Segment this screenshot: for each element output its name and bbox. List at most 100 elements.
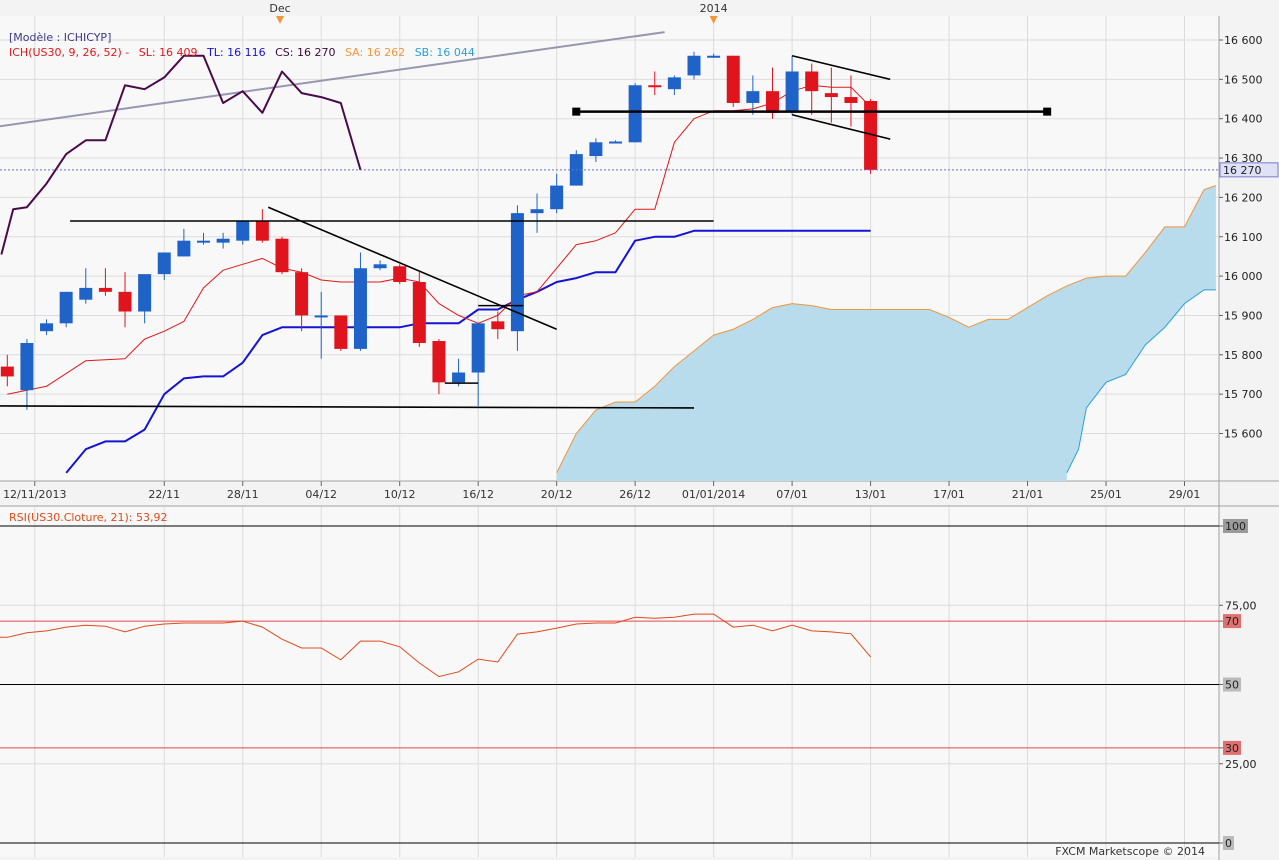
candle-body — [412, 282, 426, 343]
ichimoku-legend: ICH(US30, 9, 26, 52) - SL: 16 409 TL: 16… — [9, 46, 475, 59]
candle-body — [197, 240, 210, 243]
date-tick-label: 25/01 — [1090, 488, 1122, 501]
current-price-label: 16 270 — [1223, 164, 1262, 177]
rsi-tick-label: 70 — [1225, 615, 1239, 628]
candle — [550, 173, 564, 214]
candle — [510, 205, 524, 351]
candle-body — [491, 321, 505, 330]
date-tick-label: 04/12 — [305, 488, 337, 501]
date-tick-label: 07/01 — [776, 488, 808, 501]
candle-body — [609, 141, 623, 144]
price-tick-label: 15 800 — [1224, 349, 1263, 362]
candle-body — [40, 323, 54, 332]
rsi-title: RSI(US30.Cloture, 21): 53,92 — [9, 511, 167, 524]
rsi-tick-label: 50 — [1225, 679, 1239, 692]
candle-body — [746, 91, 760, 103]
candle-body — [334, 315, 348, 349]
legend-sb: SB: 16 044 — [415, 46, 475, 59]
candle-body — [864, 100, 878, 170]
period-marker-label: Dec — [269, 2, 290, 15]
candle — [805, 63, 819, 115]
candle — [79, 268, 93, 304]
candle-body — [432, 341, 446, 383]
candle-body — [844, 97, 858, 103]
candle-body — [79, 287, 93, 300]
candle — [432, 339, 446, 395]
candle — [412, 272, 426, 347]
period-marker-arrow — [276, 16, 285, 24]
senkou-span-a-line — [556, 185, 1217, 474]
candle-body — [824, 93, 838, 98]
level-anchor-handle — [1043, 107, 1052, 116]
candle — [40, 319, 54, 336]
candle — [530, 193, 544, 233]
candle — [844, 75, 858, 127]
legend-tl: TL: 16 116 — [206, 46, 266, 59]
candle-body — [255, 221, 269, 241]
candle — [824, 67, 838, 123]
rsi-tick-label: 25,00 — [1225, 758, 1257, 771]
date-axis: 12/11/2013 22/11 28/11 04/12 10/12 16/12 20/12… — [3, 481, 1200, 501]
date-tick-label: 17/01 — [933, 488, 965, 501]
price-tick-label: 15 700 — [1224, 388, 1263, 401]
candle-body — [98, 287, 112, 292]
candle-body — [138, 274, 152, 312]
rsi-tick-box — [1223, 740, 1241, 755]
candle-body — [589, 142, 603, 157]
candle-body — [628, 85, 642, 143]
candle-body — [314, 315, 328, 318]
candle — [785, 55, 799, 115]
candle-body — [785, 71, 799, 111]
chikou-span-line — [0, 54, 362, 255]
candle — [177, 228, 191, 257]
candle — [648, 71, 662, 96]
rsi-tick-label: 100 — [1225, 520, 1246, 533]
date-tick-label: 29/01 — [1169, 488, 1201, 501]
footer-credit: FXCM Marketscope © 2014 — [1055, 845, 1205, 858]
candle-body — [20, 342, 34, 391]
date-tick-label: 26/12 — [619, 488, 651, 501]
candle — [255, 209, 269, 243]
candle-body — [118, 291, 132, 312]
price-axis: 15 600 15 700 15 800 15 900 16 000 16 100 16 2… — [1219, 34, 1279, 441]
trendline-drawings-back — [0, 31, 665, 128]
candle-body — [765, 91, 779, 113]
candle — [471, 323, 485, 406]
candle-body — [157, 252, 171, 275]
date-tick-label: 01/01/2014 — [682, 488, 745, 501]
candle — [20, 339, 34, 410]
date-tick-label: 10/12 — [384, 488, 416, 501]
rsi-tick-box — [1223, 836, 1234, 850]
candle-body — [216, 238, 230, 243]
candle — [746, 75, 760, 115]
rsi-grid — [0, 507, 1219, 857]
rsi-tick-label: 0 — [1225, 837, 1232, 850]
rsi-axis: 100 75,00 70 50 30 25,00 0 — [1219, 519, 1257, 850]
candle-body — [177, 240, 191, 257]
legend-ich: ICH(US30, 9, 26, 52) - — [9, 46, 129, 59]
drawn-trendline — [791, 54, 891, 81]
rsi-plot-area — [0, 507, 1219, 857]
senkou-span-b-line — [1066, 289, 1216, 474]
candle-body — [0, 366, 14, 377]
candle — [118, 272, 132, 328]
current-price-box — [1219, 162, 1279, 178]
price-tick-label: 16 100 — [1224, 231, 1263, 244]
top-period-markers: Dec 2014 — [269, 2, 728, 24]
trendline-drawings — [0, 54, 1219, 409]
candle — [491, 311, 505, 340]
date-tick-label: 21/01 — [1012, 488, 1044, 501]
candle — [393, 264, 407, 284]
price-tick-label: 15 900 — [1224, 309, 1263, 322]
candle — [334, 315, 348, 351]
candle-body — [275, 238, 289, 273]
candle-body — [687, 55, 701, 76]
price-tick-label: 16 200 — [1224, 191, 1263, 204]
candle-body — [648, 85, 662, 88]
candle-body — [295, 272, 309, 316]
model-label: [Modèle : ICHICYP] — [9, 31, 111, 44]
candle-body — [353, 268, 367, 349]
candle — [295, 268, 309, 332]
period-marker-label: 2014 — [700, 2, 728, 15]
